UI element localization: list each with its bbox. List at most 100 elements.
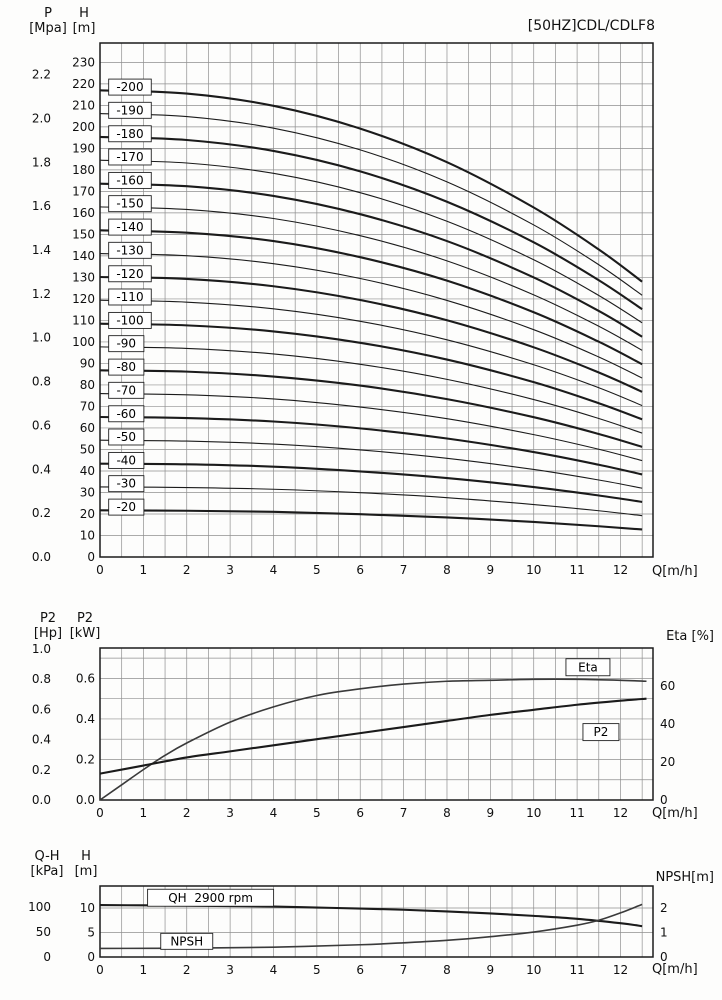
p-axis-tick: 0.6 [32, 418, 51, 432]
h-axis-tick: 10 [80, 528, 95, 542]
npsh-axis-tick: 1 [660, 926, 668, 940]
stage-label--190-box [108, 101, 152, 119]
hq-curve--60 [99, 415, 643, 476]
stage-label--120-text: -120 [116, 267, 143, 281]
h-axis-tick: 70 [80, 399, 95, 413]
hp-axis-tick: 0.6 [32, 702, 51, 716]
axis-title-eta: Eta [%] [666, 629, 714, 644]
h-axis-tick: 90 [80, 356, 95, 370]
stage-label--200-text: -200 [116, 80, 143, 94]
q-axis-tick: 3 [226, 563, 234, 577]
q-axis-tick: 4 [270, 963, 278, 977]
q-axis-tick: 8 [443, 963, 451, 977]
axis-title-qh-kpa-unit: [kPa] [30, 864, 64, 879]
stage-label--80-text: -80 [116, 360, 136, 374]
hp-axis-tick: 1.0 [32, 642, 51, 656]
hq-curve--150 [99, 206, 643, 351]
m-axis-tick: 0 [87, 950, 95, 964]
eta-axis-tick: 20 [660, 755, 675, 769]
stage-label--60-box [108, 405, 145, 423]
stage-label--90-text: -90 [116, 337, 136, 351]
stage-label--40-box [108, 451, 145, 469]
q-axis-tick: 4 [270, 563, 278, 577]
p2-label-box [582, 723, 620, 742]
kpa-axis-tick: 100 [28, 900, 51, 914]
power-frame [99, 647, 654, 801]
axis-title-h-m-unit: [m] [74, 864, 98, 879]
hq-curve--160 [99, 182, 643, 338]
q-axis-tick: 6 [356, 963, 364, 977]
q-axis-tick: 8 [443, 806, 451, 820]
npsh-axis-tick: 2 [660, 901, 668, 915]
q-axis-tick: 5 [313, 806, 321, 820]
hp-axis-tick: 0.2 [32, 763, 51, 777]
chart-header-model: [50HZ]CDL/CDLF8 [527, 18, 655, 34]
stage-label--140-box [108, 218, 152, 236]
stage-label--30-box [108, 475, 145, 493]
p-axis-tick: 1.0 [32, 331, 51, 345]
qh-label-text: QH 2900 rpm [168, 891, 253, 905]
qh-label-box [147, 888, 275, 907]
h-axis-tick: 60 [80, 421, 95, 435]
p-axis-tick: 0.4 [32, 462, 51, 476]
h-axis-tick: 110 [72, 313, 95, 327]
axis-title-h-m: H [m] [68, 849, 104, 879]
hq-curve--70 [99, 393, 643, 462]
q-axis-tick: 0 [96, 806, 104, 820]
stage-label--170-text: -170 [116, 150, 143, 164]
q-axis-tick: 3 [226, 806, 234, 820]
q-axis-tick: 8 [443, 563, 451, 577]
p-axis-tick: 1.4 [32, 243, 51, 257]
stage-label--170-box [108, 148, 152, 166]
q-axis-tick: 9 [487, 563, 495, 577]
axis-title-pressure: P [Mpa] [26, 6, 70, 36]
hq-curve--40 [99, 462, 643, 503]
stage-label--160-box [108, 171, 152, 189]
q-axis-tick: 5 [313, 963, 321, 977]
eta-axis-tick: 60 [660, 679, 675, 693]
p-axis-tick: 1.6 [32, 199, 51, 213]
hp-axis-tick: 0.0 [32, 793, 51, 807]
stage-label--130-text: -130 [116, 243, 143, 257]
stage-label--190-text: -190 [116, 103, 143, 117]
stage-label--50-text: -50 [116, 430, 136, 444]
stage-label--110-text: -110 [116, 290, 143, 304]
q-axis-tick: 5 [313, 563, 321, 577]
m-axis-tick: 10 [80, 901, 95, 915]
h-axis-tick: 210 [72, 98, 95, 112]
stage-label--180-box [108, 125, 152, 143]
npsh-frame [99, 885, 654, 958]
npsh-axis-tick: 0 [660, 950, 668, 964]
axis-title-head-unit: [m] [72, 21, 96, 36]
eta-label-text: Eta [578, 660, 598, 674]
npsh-curve [99, 903, 643, 950]
q-axis-tick: 9 [487, 963, 495, 977]
p-axis-tick: 2.2 [32, 68, 51, 82]
axis-title-pressure-symbol: P [44, 6, 52, 21]
hp-axis-tick: 0.8 [32, 672, 51, 686]
kw-axis-tick: 0.0 [76, 793, 95, 807]
p-axis-tick: 0.0 [32, 550, 51, 564]
q-axis-tick: 12 [613, 963, 628, 977]
q-axis-tick: 11 [569, 563, 584, 577]
hq-curve--50 [99, 439, 643, 489]
q-axis-tick: 1 [140, 963, 148, 977]
axis-title-h-m-symbol: H [81, 849, 91, 864]
hq-curve--90 [99, 346, 643, 434]
q-axis-tick: 11 [569, 963, 584, 977]
h-axis-tick: 160 [72, 206, 95, 220]
q-axis-tick: 7 [400, 563, 408, 577]
h-axis-tick: 40 [80, 464, 95, 478]
q-axis-tick: 10 [526, 806, 541, 820]
q-axis-tick: 2 [183, 563, 191, 577]
h-axis-tick: 190 [72, 141, 95, 155]
q-axis-tick: 10 [526, 563, 541, 577]
h-axis-tick: 50 [80, 442, 95, 456]
eta-axis-tick: 0 [660, 793, 668, 807]
eta-curve [99, 678, 647, 801]
stage-label--20-box [108, 498, 145, 516]
stage-label--90-box [108, 335, 145, 353]
q-axis-tick: 9 [487, 806, 495, 820]
axis-title-head: H [m] [66, 6, 102, 36]
